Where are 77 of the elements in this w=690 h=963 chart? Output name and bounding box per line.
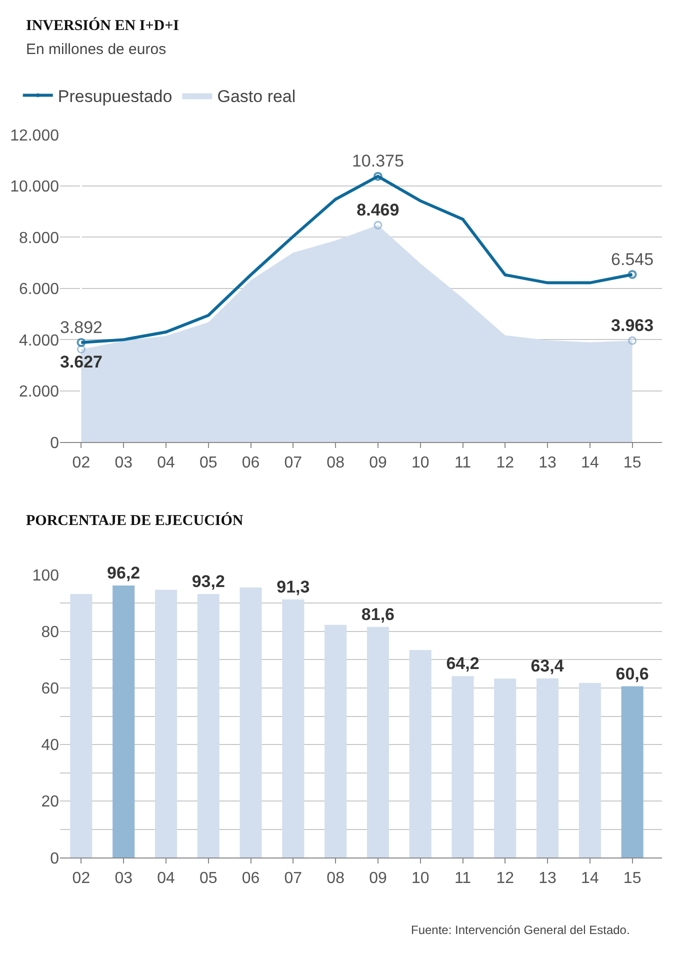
bar: [112, 586, 135, 858]
chart-title: PORCENTAJE DE EJECUCIÓN: [26, 512, 244, 529]
x-tick-label: 12: [496, 870, 514, 887]
x-tick-label: 08: [326, 454, 345, 472]
data-label: 3.892: [60, 318, 102, 337]
x-tick-label: 04: [157, 870, 175, 887]
data-label: 8.469: [356, 200, 400, 220]
bar: [452, 676, 474, 858]
x-tick-label: 11: [454, 454, 472, 472]
chart-subtitle: En millones de euros: [26, 41, 166, 58]
x-tick-label: 05: [199, 454, 218, 472]
x-tick-label: 14: [581, 870, 599, 887]
y-tick-label: 0: [50, 850, 60, 868]
data-label: 10.375: [352, 152, 404, 171]
data-label: 6.545: [611, 250, 654, 269]
x-tick-label: 10: [411, 870, 430, 887]
x-tick-label: 15: [623, 870, 642, 887]
source-note: Fuente: Intervención General del Estado.: [411, 923, 630, 937]
data-label: 93,2: [192, 572, 225, 592]
point: [373, 172, 382, 181]
x-tick-label: 06: [242, 870, 260, 887]
data-label: 63,4: [530, 656, 564, 676]
x-tick-label: 07: [284, 454, 302, 472]
x-tick-label: 14: [581, 454, 599, 472]
bar: [70, 594, 92, 858]
x-tick-label: 11: [454, 870, 472, 887]
x-tick-label: 02: [72, 454, 90, 472]
x-tick-label: 02: [72, 870, 90, 887]
y-tick-label: 80: [41, 624, 60, 641]
x-tick-label: 09: [369, 870, 387, 887]
bar: [409, 650, 432, 858]
bar: [366, 626, 389, 858]
bar: [240, 588, 262, 858]
point: [628, 270, 637, 279]
y-tick-label: 60: [41, 680, 60, 698]
bar: [494, 678, 516, 858]
y-tick-label: 0: [50, 434, 60, 452]
bar: [578, 682, 601, 858]
data-label: 3.627: [60, 352, 102, 372]
x-tick-label: 12: [496, 454, 514, 472]
x-tick-label: 08: [326, 870, 345, 887]
y-tick-label: 6.000: [18, 281, 60, 298]
legend-label: Presupuestado: [58, 86, 172, 106]
y-tick-label: 40: [41, 737, 60, 754]
x-tick-label: 09: [369, 454, 387, 472]
x-tick-label: 06: [242, 454, 260, 472]
y-tick-label: 10.000: [10, 178, 60, 196]
data-label: 60,6: [616, 664, 649, 684]
x-tick-label: 15: [623, 454, 642, 472]
x-tick-label: 07: [284, 870, 302, 887]
bar: [282, 599, 304, 858]
x-tick-label: 03: [114, 454, 133, 472]
bar: [154, 590, 178, 858]
y-tick-label: 8.000: [18, 230, 60, 247]
legend-label: Gasto real: [217, 86, 296, 106]
chart-title: INVERSIÓN EN I+D+I: [26, 17, 180, 34]
bar: [621, 686, 644, 858]
data-label: 81,6: [361, 604, 395, 624]
y-tick-label: 4.000: [18, 332, 60, 350]
x-tick-label: 13: [538, 454, 557, 472]
x-tick-label: 04: [157, 454, 175, 472]
data-label: 64,2: [446, 654, 480, 674]
x-tick-label: 03: [114, 870, 133, 887]
y-tick-label: 12.000: [10, 127, 60, 144]
data-label: 96,2: [107, 564, 140, 583]
point: [76, 338, 86, 347]
y-tick-label: 20: [41, 794, 60, 811]
bar: [536, 678, 559, 858]
y-tick-label: 2.000: [18, 384, 60, 401]
y-tick-label: 100: [32, 567, 60, 584]
x-tick-label: 13: [538, 870, 557, 887]
data-label: 91,3: [276, 577, 310, 596]
bar: [324, 624, 347, 858]
bar: [197, 594, 220, 858]
data-label: 3.963: [611, 316, 654, 336]
x-tick-label: 05: [199, 870, 218, 887]
x-tick-label: 10: [411, 454, 430, 472]
